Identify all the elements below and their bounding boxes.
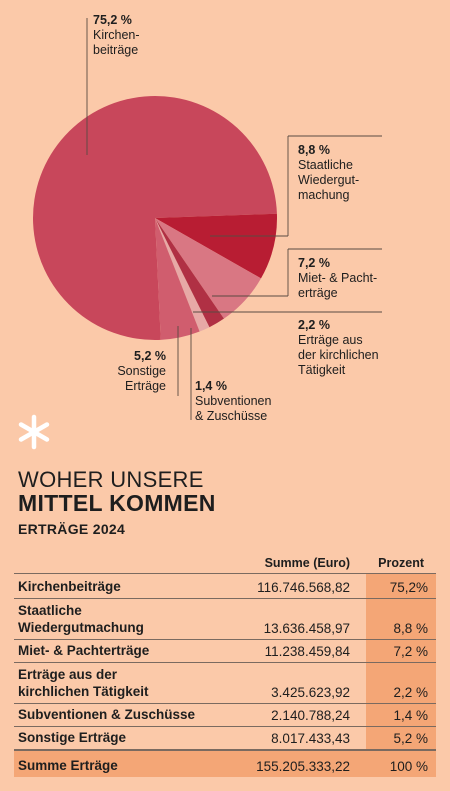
column-header-sum: Summe (Euro) xyxy=(264,556,350,570)
table-row: Subventionen & Zuschüsse 2.140.788,24 1,4 … xyxy=(14,703,436,726)
table-row: Miet- & Pachterträge 11.238.459,84 7,2 % xyxy=(14,639,436,662)
heading-line-1: WOHER UNSERE xyxy=(18,467,204,492)
row-percent: 1,4 % xyxy=(393,708,428,723)
revenue-table: Summe (Euro) Prozent Kirchenbeiträge 116.… xyxy=(14,556,436,777)
pie-label-percent: 7,2 % xyxy=(298,256,330,270)
pie-label-percent: 2,2 % xyxy=(298,318,330,332)
row-sum: 3.425.623,92 xyxy=(271,685,350,700)
table-header: Summe (Euro) Prozent xyxy=(14,556,436,573)
pie-slice-2 xyxy=(155,213,277,279)
row-name: Miet- & Pachterträge xyxy=(18,643,150,658)
pie-slice-4 xyxy=(155,218,224,328)
table-row: Sonstige Erträge 8.017.433,43 5,2 % xyxy=(14,726,436,749)
pie-label-percent: 5,2 % xyxy=(134,349,166,363)
row-name: Erträge aus der kirchlichen Tätigkeit xyxy=(18,667,149,699)
row-percent: 7,2 % xyxy=(393,644,428,659)
pie-label-3: 7,2 % Miet- & Pacht- erträge xyxy=(298,256,377,301)
row-sum: 11.238.459,84 xyxy=(264,644,350,659)
total-name: Summe Erträge xyxy=(18,758,118,773)
pie-label-text: Subventionen & Zuschüsse xyxy=(195,394,272,423)
pie-label-text: Miet- & Pacht- erträge xyxy=(298,271,378,300)
column-header-percent: Prozent xyxy=(378,556,424,570)
heading-subtitle: ERTRÄGE 2024 xyxy=(18,521,126,537)
pie-label-6: 5,2 % Sonstige Erträge xyxy=(82,349,166,394)
table-row: Kirchenbeiträge 116.746.568,82 75,2% xyxy=(14,573,436,598)
pie-label-percent: 75,2 % xyxy=(93,13,132,27)
row-percent: 5,2 % xyxy=(393,731,428,746)
pie-slice-1 xyxy=(33,95,277,340)
row-sum: 8.017.433,43 xyxy=(271,731,350,746)
total-sum: 155.205.333,22 xyxy=(256,759,350,774)
table-total-row: Summe Erträge 155.205.333,22 100 % xyxy=(14,749,436,777)
row-percent: 2,2 % xyxy=(393,685,428,700)
pie-label-percent: 1,4 % xyxy=(195,379,227,393)
revenue-pie-chart xyxy=(33,18,382,420)
pie-label-2: 8,8 % Staatliche Wiedergut- machung xyxy=(298,143,359,203)
pie-slice-6 xyxy=(155,218,200,340)
pie-label-text: Erträge aus der kirchlichen Tätigkeit xyxy=(298,333,379,377)
pie-label-text: Staatliche Wiedergut- machung xyxy=(298,158,360,202)
percent-column-background xyxy=(366,573,436,749)
row-sum: 2.140.788,24 xyxy=(271,708,350,723)
total-percent: 100 % xyxy=(389,759,428,774)
row-sum: 116.746.568,82 xyxy=(257,580,350,595)
row-percent: 75,2% xyxy=(389,580,428,595)
pie-label-percent: 8,8 % xyxy=(298,143,330,157)
pie-label-text: Kirchen- beiträge xyxy=(93,28,140,57)
heading-line-2: MITTEL KOMMEN xyxy=(18,490,216,516)
row-name: Staatliche Wiedergutmachung xyxy=(18,603,144,635)
pie-label-5: 1,4 % Subventionen & Zuschüsse xyxy=(195,379,271,424)
pie-slice-5 xyxy=(155,218,210,332)
row-name: Sonstige Erträge xyxy=(18,730,127,745)
pie-label-4: 2,2 % Erträge aus der kirchlichen Tätigke… xyxy=(298,318,379,378)
table-row: Erträge aus der kirchlichen Tätigkeit 3.4… xyxy=(14,662,436,703)
asterisk-icon xyxy=(18,414,50,450)
table-row: Staatliche Wiedergutmachung 13.636.458,97… xyxy=(14,598,436,639)
row-name: Kirchenbeiträge xyxy=(18,579,121,594)
pie-label-text: Sonstige Erträge xyxy=(117,364,166,393)
pie-label-1: 75,2 % Kirchen- beiträge xyxy=(93,13,140,58)
row-name: Subventionen & Zuschüsse xyxy=(18,707,196,722)
row-sum: 13.636.458,97 xyxy=(263,621,350,636)
row-percent: 8,8 % xyxy=(393,621,428,636)
pie-slice-3 xyxy=(155,218,261,319)
